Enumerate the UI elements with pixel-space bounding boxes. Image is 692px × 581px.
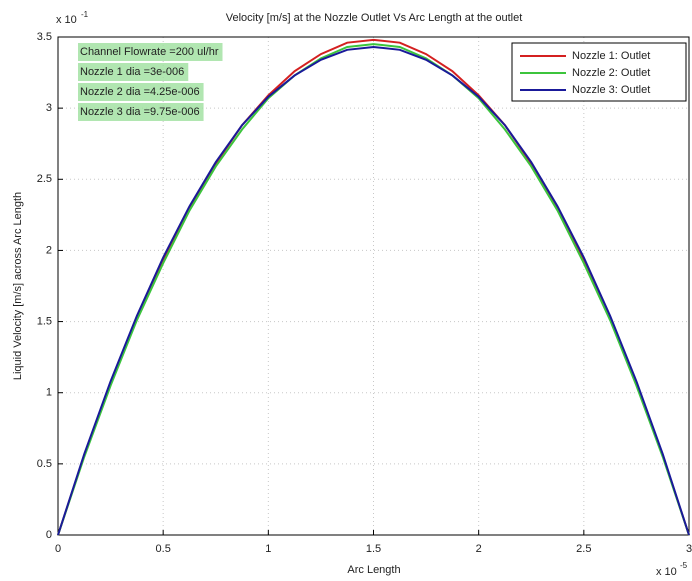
y-axis-label: Liquid Velocity [m/s] across Arc Length: [12, 192, 24, 380]
x-multiplier: x 10: [656, 566, 677, 578]
y-multiplier: x 10: [56, 14, 77, 26]
annotation: Channel Flowrate =200 ul/hr: [80, 46, 219, 58]
y-tick-label: 2: [46, 244, 52, 256]
legend-label: Nozzle 2: Outlet: [572, 67, 650, 79]
y-tick-label: 1.5: [37, 315, 52, 327]
y-tick-label: 2.5: [37, 173, 52, 185]
annotation: Nozzle 2 dia =4.25e-006: [80, 86, 200, 98]
x-multiplier-exponent: -5: [680, 561, 688, 570]
x-tick-label: 1: [265, 543, 271, 555]
legend-label: Nozzle 1: Outlet: [572, 50, 650, 62]
y-tick-label: 0: [46, 529, 52, 541]
y-multiplier-exponent: -1: [81, 10, 89, 19]
y-tick-label: 1: [46, 387, 52, 399]
annotation: Nozzle 3 dia =9.75e-006: [80, 106, 200, 118]
chart-title: Velocity [m/s] at the Nozzle Outlet Vs A…: [226, 12, 523, 24]
y-tick-label: 3: [46, 102, 52, 114]
y-tick-label: 3.5: [37, 31, 52, 43]
y-tick-label: 0.5: [37, 458, 52, 470]
annotation: Nozzle 1 dia =3e-006: [80, 66, 184, 78]
x-tick-label: 0.5: [156, 543, 171, 555]
x-tick-label: 0: [55, 543, 61, 555]
legend-label: Nozzle 3: Outlet: [572, 84, 650, 96]
x-tick-label: 3: [686, 543, 692, 555]
x-tick-label: 1.5: [366, 543, 381, 555]
chart: Velocity [m/s] at the Nozzle Outlet Vs A…: [0, 0, 692, 581]
x-tick-label: 2.5: [576, 543, 591, 555]
x-tick-label: 2: [476, 543, 482, 555]
x-axis-label: Arc Length: [347, 564, 400, 576]
